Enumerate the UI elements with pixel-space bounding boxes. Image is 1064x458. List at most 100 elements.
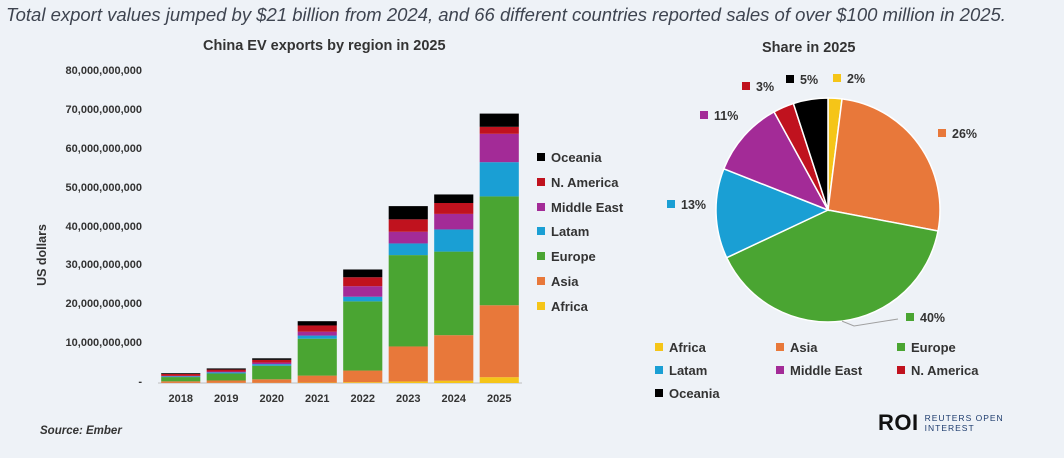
legend-swatch (537, 252, 545, 261)
pie-label-swatch (906, 313, 914, 321)
pie-label-swatch (742, 82, 750, 90)
bar-n-america-2019 (206, 369, 246, 372)
pie-label-text: 26% (952, 127, 978, 141)
legend-label: Africa (551, 298, 588, 314)
reuters-open-interest-logo: ROI REUTERS OPEN INTEREST (878, 410, 1004, 436)
bar-oceania-2018 (161, 373, 201, 374)
pie-label-swatch (667, 200, 675, 208)
bar-europe-2019 (206, 373, 246, 381)
bar-n-america-2025 (479, 126, 519, 134)
legend-swatch (537, 202, 545, 211)
pie-leader-line (841, 318, 899, 327)
pie-label-n-america: 3% (742, 80, 774, 94)
pie-slices (715, 97, 941, 327)
y-tick-label: 40,000,000,000 (65, 220, 142, 233)
pie-label-text: 40% (920, 311, 946, 325)
bar-n-america-2024 (434, 203, 474, 214)
bar-legend-item-latam: Latam (537, 224, 589, 239)
bar-legend-item-oceania: Oceania (537, 150, 602, 165)
y-tick-label: 50,000,000,000 (65, 181, 142, 194)
x-tick-label: 2020 (259, 393, 284, 405)
pie-slice-latam (715, 167, 830, 259)
legend-swatch (537, 277, 545, 285)
source-note: Source: Ember (40, 425, 122, 437)
bar-oceania-2019 (206, 368, 246, 370)
legend-swatch (897, 366, 905, 374)
bar-asia-2018 (161, 381, 201, 383)
legend-label: Oceania (551, 150, 602, 165)
pie-legend-item-africa: Africa (655, 340, 706, 355)
bar-asia-2021 (297, 375, 337, 383)
pie-chart-title: Share in 2025 (762, 40, 856, 56)
y-tick-label: - (138, 376, 142, 388)
pie-label-swatch (700, 111, 708, 119)
stacked-bars (161, 113, 519, 383)
bar-legend-item-africa: Africa (537, 299, 588, 314)
bar-asia-2024 (434, 335, 474, 381)
pie-slice-europe (725, 209, 939, 323)
bar-oceania-2020 (252, 358, 292, 360)
bar-middle-east-2019 (206, 371, 246, 373)
pie-slice-asia (827, 98, 941, 232)
legend-label: N. America (911, 363, 979, 378)
bar-latam-2020 (252, 364, 292, 366)
pie-slice-oceania (792, 97, 829, 211)
pie-legend-item-latam: Latam (655, 363, 707, 378)
pie-legend-item-n-america: N. America (897, 363, 978, 378)
bar-asia-2019 (206, 380, 246, 383)
bar-legend-item-europe: Europe (537, 249, 596, 264)
bar-asia-2022 (343, 370, 383, 383)
legend-swatch (537, 177, 545, 186)
pie-label-text: 5% (800, 73, 819, 87)
pie-label-swatch (938, 129, 946, 137)
y-tick-label: 30,000,000,000 (65, 259, 142, 272)
legend-label: Europe (911, 340, 956, 355)
bar-chart-title: China EV exports by region in 2025 (203, 38, 446, 54)
bar-legend-item-middle-east: Middle East (537, 200, 623, 215)
bar-africa-2023 (388, 381, 428, 383)
legend-label: Asia (790, 340, 818, 355)
bar-oceania-2024 (434, 194, 474, 204)
roi-mark: ROI (878, 410, 919, 435)
pie-legend-item-asia: Asia (776, 340, 817, 355)
bar-asia-2025 (479, 305, 519, 378)
pie-label-text: 3% (756, 80, 775, 94)
bar-latam-2021 (297, 335, 337, 339)
roi-text-line2: INTEREST (924, 423, 975, 433)
x-tick-label: 2019 (214, 393, 239, 405)
bar-africa-2022 (343, 382, 383, 383)
legend-label: Middle East (790, 363, 863, 378)
legend-label: Africa (669, 340, 706, 355)
bar-europe-2020 (252, 365, 292, 380)
pie-label-asia: 26% (938, 127, 977, 141)
bar-latam-2019 (206, 372, 246, 374)
bar-europe-2023 (388, 255, 428, 347)
bar-latam-2022 (343, 296, 383, 302)
pie-label-middle-east: 11% (700, 109, 738, 123)
legend-swatch (655, 389, 663, 397)
x-tick-label: 2018 (168, 393, 193, 405)
legend-swatch (537, 301, 545, 310)
bar-n-america-2021 (297, 325, 337, 332)
bar-europe-2021 (297, 338, 337, 376)
legend-label: N. America (551, 174, 619, 190)
legend-swatch (776, 343, 784, 351)
pie-label-text: 11% (714, 109, 739, 123)
roi-text-line1: REUTERS OPEN (924, 413, 1004, 423)
legend-label: Asia (551, 274, 579, 289)
bar-n-america-2018 (161, 373, 201, 376)
bar-legend-item-asia: Asia (537, 274, 578, 289)
bar-africa-2024 (434, 380, 474, 383)
headline: Total export values jumped by $21 billio… (6, 4, 1006, 25)
pie-label-africa: 2% (833, 72, 865, 86)
x-tick-label: 2025 (487, 393, 512, 405)
x-tick-label: 2021 (305, 393, 330, 405)
y-tick-label: 20,000,000,000 (65, 298, 142, 311)
legend-label: Oceania (669, 386, 720, 401)
roi-text: REUTERS OPEN INTEREST (925, 413, 1004, 433)
bar-middle-east-2025 (479, 133, 519, 163)
bar-europe-2025 (479, 196, 519, 306)
legend-label: Middle East (551, 199, 624, 215)
y-tick-label: 70,000,000,000 (65, 103, 142, 116)
